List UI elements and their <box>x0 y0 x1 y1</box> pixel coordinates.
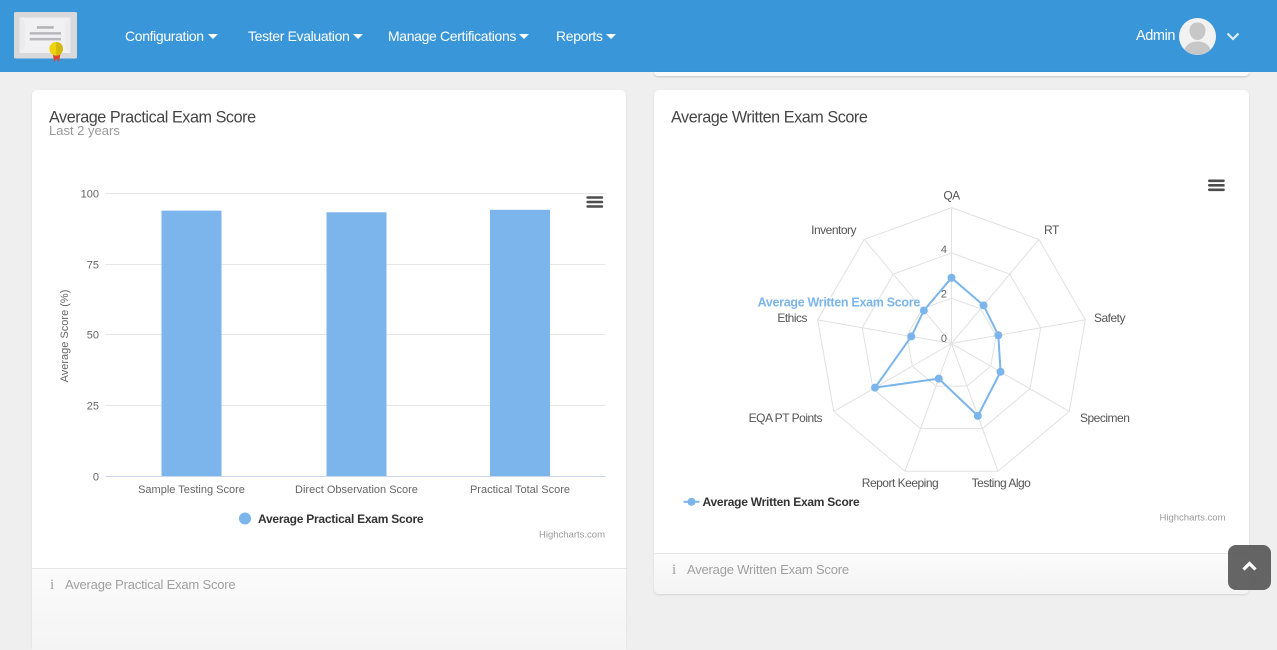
svg-text:Highcharts.com: Highcharts.com <box>539 530 605 541</box>
svg-text:Last 2 years: Last 2 years <box>49 123 120 138</box>
svg-text:Average Practical Exam Score: Average Practical Exam Score <box>258 512 424 526</box>
svg-text:50: 50 <box>87 330 99 342</box>
svg-text:2: 2 <box>941 289 947 301</box>
svg-text:Specimen: Specimen <box>1080 411 1129 425</box>
svg-text:RT: RT <box>1044 223 1060 237</box>
svg-text:Safety: Safety <box>1094 311 1126 325</box>
svg-text:Average Written Exam Score: Average Written Exam Score <box>758 296 921 310</box>
svg-text:Average Practical Exam Score: Average Practical Exam Score <box>49 109 256 127</box>
svg-text:75: 75 <box>87 260 99 272</box>
svg-text:QA: QA <box>943 189 960 203</box>
svg-text:EQA PT Points: EQA PT Points <box>749 411 823 425</box>
svg-text:0: 0 <box>941 333 947 345</box>
svg-text:Average Written Exam Score: Average Written Exam Score <box>703 495 860 509</box>
svg-text:Inventory: Inventory <box>811 223 856 237</box>
svg-text:Direct Observation Score: Direct Observation Score <box>295 484 418 496</box>
svg-text:4: 4 <box>941 244 947 256</box>
svg-text:0: 0 <box>93 472 99 484</box>
svg-text:Testing Algo: Testing Algo <box>972 476 1032 490</box>
svg-text:Sample Testing Score: Sample Testing Score <box>138 484 245 496</box>
svg-text:100: 100 <box>81 189 99 201</box>
svg-text:Practical Total Score: Practical Total Score <box>470 484 570 496</box>
svg-text:25: 25 <box>87 401 99 413</box>
svg-text:Ethics: Ethics <box>777 311 807 325</box>
svg-text:Report Keeping: Report Keeping <box>862 476 938 490</box>
svg-text:Highcharts.com: Highcharts.com <box>1160 513 1226 524</box>
svg-text:Average Written Exam Score: Average Written Exam Score <box>671 109 868 127</box>
svg-text:Average Score (%): Average Score (%) <box>59 290 71 383</box>
